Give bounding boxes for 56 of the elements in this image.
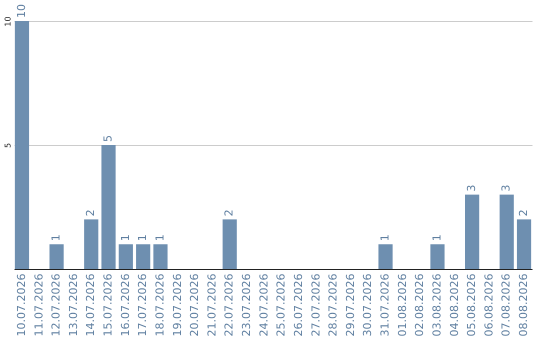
data-label: 2 xyxy=(517,209,530,216)
bar xyxy=(84,219,98,269)
data-label: 3 xyxy=(465,184,478,192)
x-tick-label: 29.07.2026 xyxy=(344,274,357,336)
x-tick-label: 31.07.2026 xyxy=(378,274,392,336)
x-tick-label: 06.08.2026 xyxy=(482,274,496,336)
x-tick-label: 27.07.2026 xyxy=(309,274,322,336)
x-tick-label: 24.07.2026 xyxy=(257,274,270,336)
x-tick-label: 16.07.2026 xyxy=(118,274,132,336)
x-tick-label: 01.08.2026 xyxy=(396,274,409,336)
data-label: 1 xyxy=(153,234,166,242)
x-tick-label: 02.08.2026 xyxy=(413,274,426,336)
data-label: 2 xyxy=(84,209,98,216)
bar xyxy=(136,244,150,269)
bar xyxy=(222,219,237,269)
x-tick-label: 20.07.2026 xyxy=(188,274,202,336)
x-tick-label: 17.07.2026 xyxy=(136,274,150,336)
x-tick-label: 10.07.2026 xyxy=(14,274,28,336)
bar xyxy=(14,21,30,269)
bar xyxy=(153,244,168,269)
bar xyxy=(118,244,133,269)
x-tick-label: 28.07.2026 xyxy=(326,274,340,336)
bar xyxy=(101,145,116,269)
x-tick-label: 07.08.2026 xyxy=(500,274,513,336)
x-tick-label: 14.07.2026 xyxy=(84,274,98,336)
x-tick-label: 30.07.2026 xyxy=(361,274,374,336)
bar xyxy=(430,244,445,269)
data-label: 3 xyxy=(500,184,513,192)
data-label: 5 xyxy=(102,135,115,142)
bar xyxy=(49,244,64,269)
data-label: 1 xyxy=(118,234,132,242)
x-tick-label: 23.07.2026 xyxy=(240,274,254,336)
x-tick-label: 11.07.2026 xyxy=(32,274,46,336)
x-tick-label: 04.08.2026 xyxy=(448,274,461,336)
bar xyxy=(516,219,532,269)
bar xyxy=(500,194,514,269)
x-tick-label: 25.07.2026 xyxy=(274,274,288,336)
data-label: 1 xyxy=(136,234,150,242)
x-tick-label: 19.07.2026 xyxy=(170,274,184,336)
x-tick-label: 18.07.2026 xyxy=(153,274,166,336)
data-label: 1 xyxy=(50,234,63,242)
x-tick-label: 21.07.2026 xyxy=(205,274,218,336)
data-label: 2 xyxy=(222,209,236,216)
data-label: 10 xyxy=(14,4,28,18)
x-tick-label: 05.08.2026 xyxy=(465,274,478,336)
x-tick-label: 15.07.2026 xyxy=(102,274,115,336)
x-tick-label: 26.07.2026 xyxy=(292,274,305,336)
x-tick-label: 13.07.2026 xyxy=(66,274,80,336)
x-tick-label: 08.08.2026 xyxy=(517,274,530,336)
x-tick-label: 22.07.2026 xyxy=(222,274,236,336)
data-label: 1 xyxy=(378,234,392,242)
data-label: 1 xyxy=(430,234,444,242)
x-tick-label: 03.08.2026 xyxy=(430,274,444,336)
x-tick-label: 12.07.2026 xyxy=(50,274,63,336)
bar xyxy=(465,194,480,269)
bar xyxy=(378,244,393,269)
